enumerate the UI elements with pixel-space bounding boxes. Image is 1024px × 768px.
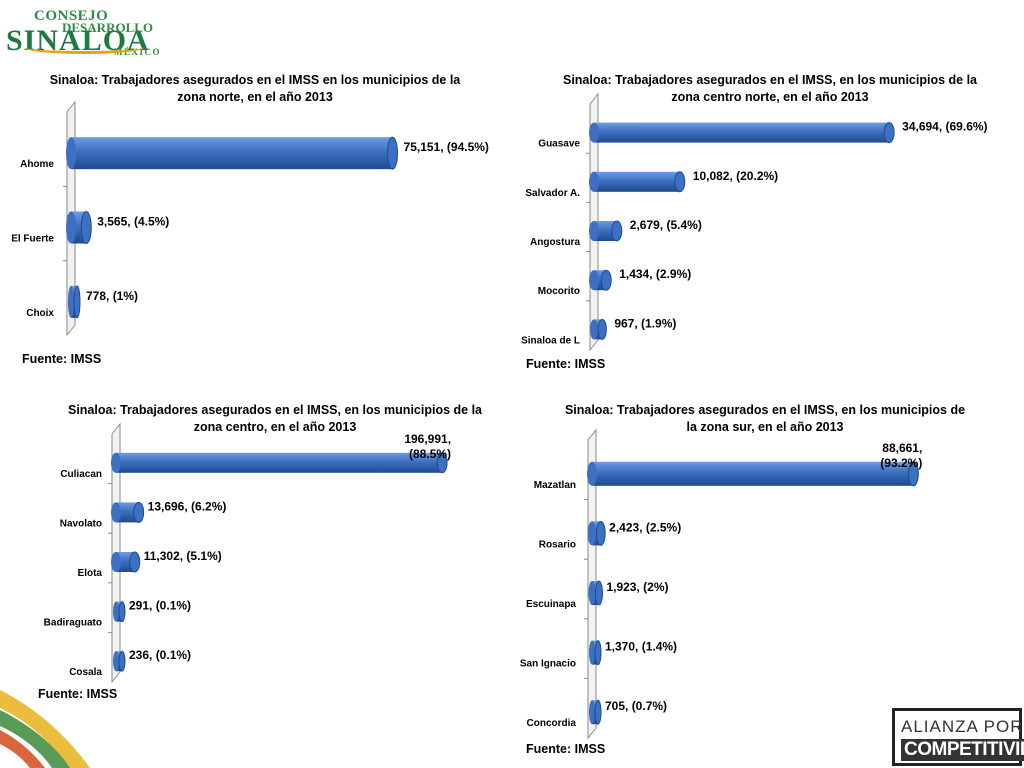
chart-source: Fuente: IMSS [38,687,118,701]
chart-data-label: 10,082, (20.2%) [693,169,778,183]
chart-zona-sur-plot: Mazatlan 88,661, (93.2%) Rosario 2,423, (2.5… [520,428,922,740]
chart-zona-norte-plot: Ahome 75,151, (94.5%) El Fuerte 3,565, (4.5… [11,100,489,337]
chart-bar [589,171,686,193]
chart-category-label: Rosario [539,539,576,550]
chart-data-label: 967, (1.9%) [614,316,676,330]
chart-data-label: 34,694, (69.6%) [902,120,987,134]
chart-bar [111,501,145,523]
chart-category-label: Mocorito [538,286,580,297]
chart-zona-centro-norte-plot: Guasave 34,694, (69.6%) Salvador A. 10,082,… [521,92,988,352]
chart-data-label: 778, (1%) [86,289,138,303]
chart-bar [589,318,607,340]
chart-zona-centro-norte: Sinaloa: Trabajadores asegurados en el I… [510,70,1024,380]
chart-zona-sur: Sinaloa: Trabajadores asegurados en el I… [510,400,1024,762]
chart-category-label: El Fuerte [11,234,54,245]
chart-category-label: Ahome [20,159,54,170]
chart-data-label: 11,302, (5.1%) [144,549,222,563]
chart-category-label: Escuinapa [526,599,576,610]
chart-bar [66,211,92,244]
chart-title: Sinaloa: Trabajadores asegurados en el I… [564,403,966,434]
alianza-line-1: ALIANZA POR LA [901,717,1024,736]
chart-category-label: Mazatlan [534,480,576,491]
chart-bar [589,122,895,144]
chart-category-label: Guasave [538,139,580,150]
chart-bar [113,601,126,623]
chart-source: Fuente: IMSS [526,742,606,756]
chart-title: Sinaloa: Trabajadores asegurados en el I… [562,73,977,104]
chart-data-label: 236, (0.1%) [129,648,191,662]
chart-category-label: Sinaloa de L [521,335,580,346]
logo-line-1: CONSEJO [34,8,109,24]
chart-category-label: Choix [26,308,54,319]
chart-title: Sinaloa: Trabajadores asegurados en el I… [67,403,482,434]
chart-data-label: 1,370, (1.4%) [605,640,677,654]
chart-bar [589,640,602,666]
logo-swoosh [24,41,144,54]
consejo-sinaloa-logo: CONSEJO DESARROLLO SINALOA MÉXICO [4,6,174,58]
chart-data-label: 1,434, (2.9%) [619,267,691,281]
chart-bar [589,269,612,291]
chart-category-label: San Ignacio [520,659,576,670]
chart-data-label: 2,423, (2.5%) [609,520,681,534]
alianza-competitividad-logo: ALIANZA POR LA COMPETITIVIDAD [892,708,1024,766]
logo-line-2: DESARROLLO [62,20,154,35]
chart-data-label: 705, (0.7%) [605,699,667,713]
chart-bar [587,461,919,487]
chart-zona-centro: Sinaloa: Trabajadores asegurados en el I… [0,400,520,710]
chart-zona-centro-plot: Culiacan 196,991, (88.5%) Navolato 13,696, (… [44,422,451,684]
chart-category-label: Cosala [69,667,102,678]
chart-bar [113,650,126,672]
chart-bar [66,136,399,170]
chart-bar [589,220,623,242]
chart-title: Sinaloa: Trabajadores asegurados en el I… [49,73,461,104]
chart-category-label: Elota [78,568,103,579]
chart-data-label: 1,923, (2%) [606,580,668,594]
chart-bar [587,520,606,546]
chart-data-label: 88,661, (93.2%) [880,441,922,470]
chart-bar [111,452,448,474]
chart-source: Fuente: IMSS [22,352,102,366]
chart-data-label: 291, (0.1%) [129,599,191,613]
chart-bar [588,580,603,606]
chart-category-label: Culiacan [60,469,102,480]
chart-category-label: Concordia [527,718,577,729]
chart-data-label: 13,696, (6.2%) [148,499,227,513]
chart-bar [589,699,602,725]
chart-category-label: Angostura [530,237,580,248]
chart-bar [68,285,81,319]
chart-data-label: 2,679, (5.4%) [630,218,702,232]
alianza-line-2: COMPETITIVIDAD [901,739,1024,761]
chart-source: Fuente: IMSS [526,357,606,371]
chart-data-label: 3,565, (4.5%) [97,215,169,229]
chart-data-label: 75,151, (94.5%) [404,140,489,154]
chart-bar [111,551,141,573]
chart-zona-norte: Sinaloa: Trabajadores asegurados en el I… [0,70,520,370]
chart-category-label: Salvador A. [525,188,580,199]
chart-category-label: Badiraguato [44,618,102,629]
decorative-corner-swoosh [0,690,90,768]
chart-category-label: Navolato [60,518,102,529]
chart-data-label: 196,991, (88.5%) [404,432,451,461]
logo-line-4: MÉXICO [114,47,161,57]
